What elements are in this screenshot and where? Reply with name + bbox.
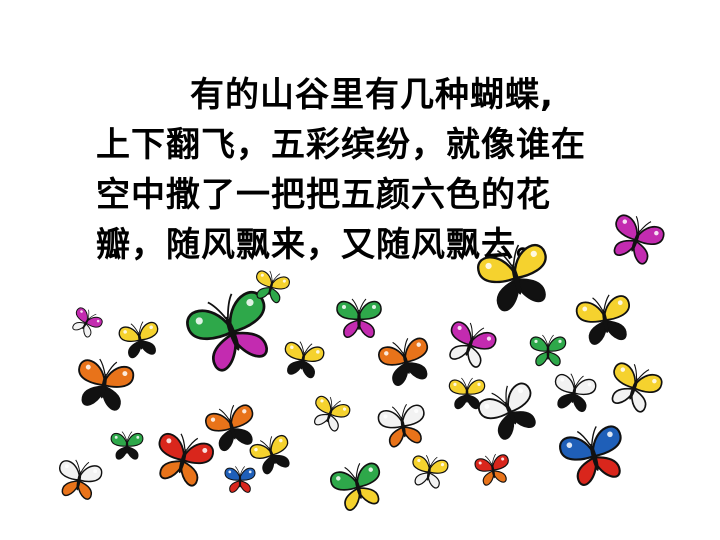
butterfly-icon	[412, 455, 449, 489]
butterfly-icon	[377, 403, 425, 448]
butterfly-icon	[224, 466, 256, 493]
butterfly-icon	[448, 377, 486, 410]
butterfly-icon	[78, 358, 135, 411]
butterfly-icon	[330, 462, 381, 511]
butterfly-icon	[559, 425, 622, 486]
butterfly-icon	[58, 459, 103, 500]
butterfly-icon	[314, 395, 351, 432]
butterfly-icon	[118, 321, 159, 359]
butterfly-icon	[529, 334, 567, 367]
butterfly-icon	[477, 244, 547, 312]
butterfly-icon	[378, 337, 429, 386]
butterfly-icon	[336, 298, 382, 338]
butterfly-icon	[158, 432, 214, 487]
butterfly-icon	[205, 404, 254, 452]
butterfly-icon	[256, 270, 290, 304]
butterfly-icon	[72, 307, 103, 338]
butterfly-icon	[186, 291, 268, 372]
passage-text: 有的山谷里有几种蝴蝶, 上下翻飞，五彩缤纷，就像谁在 空中撒了一把把五颜六色的花…	[96, 70, 676, 270]
passage-line: 空中撒了一把把五颜六色的花	[96, 175, 551, 215]
butterfly-icon	[613, 214, 665, 265]
passage-line: 瓣，随风飘来，又随风飘去。	[96, 225, 551, 265]
butterfly-icon	[249, 434, 290, 475]
butterfly-icon	[449, 321, 497, 368]
passage-line: 有的山谷里有几种蝴蝶,	[190, 75, 554, 115]
butterfly-icon	[477, 382, 536, 440]
butterfly-icon	[554, 373, 597, 413]
butterfly-icon	[474, 453, 509, 486]
butterfly-icon	[575, 294, 631, 345]
butterfly-icon	[284, 341, 325, 379]
butterfly-icon	[110, 431, 144, 460]
passage-line: 上下翻飞，五彩缤纷，就像谁在	[96, 125, 586, 165]
butterfly-icon	[611, 362, 663, 413]
